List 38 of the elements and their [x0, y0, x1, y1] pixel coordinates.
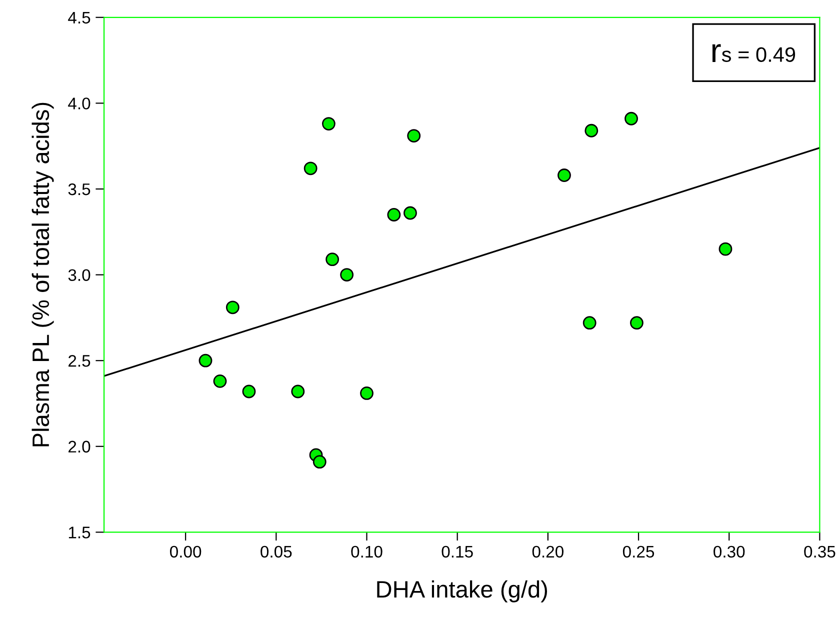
x-tick-label: 0.30 [714, 546, 745, 558]
point [326, 252, 340, 266]
point [322, 117, 336, 130]
y-tick-label: 3.5 [68, 183, 90, 196]
point [340, 268, 354, 282]
point [407, 129, 421, 143]
y-tick-label: 3.0 [68, 269, 90, 281]
x-tick-label: 0.05 [260, 546, 292, 558]
point [360, 386, 374, 400]
x-tick-label: 0.35 [804, 546, 836, 558]
x-tick-label: 0.00 [170, 546, 202, 558]
point [312, 455, 326, 469]
x-axis-title: DHA intake (g/d) [377, 580, 548, 602]
y-tick-label: 4.0 [68, 98, 90, 110]
point [630, 316, 644, 330]
y-tick-label: 2.0 [68, 440, 90, 453]
y-tick-label: 2.5 [68, 354, 90, 367]
point [582, 316, 596, 330]
point [584, 124, 598, 138]
y-tick-label: 4.5 [68, 12, 90, 24]
point [404, 206, 417, 220]
y-axis-title: Plasma PL (% of total fatty acids) [32, 102, 54, 446]
point [558, 168, 571, 182]
point [718, 242, 732, 256]
x-tick-label: 0.10 [351, 546, 382, 558]
point [213, 374, 227, 388]
x-tick-label: 0.15 [442, 546, 473, 558]
annotation: rs = 0.49 [712, 44, 796, 62]
point [226, 300, 240, 314]
y-tick-label: 1.5 [68, 526, 90, 538]
x-tick-label: 0.20 [532, 546, 564, 558]
point [198, 354, 212, 368]
point [291, 384, 305, 398]
point [624, 112, 638, 126]
point [242, 384, 256, 398]
x-tick-label: 0.25 [622, 546, 654, 558]
point [304, 162, 318, 176]
point [387, 208, 401, 222]
